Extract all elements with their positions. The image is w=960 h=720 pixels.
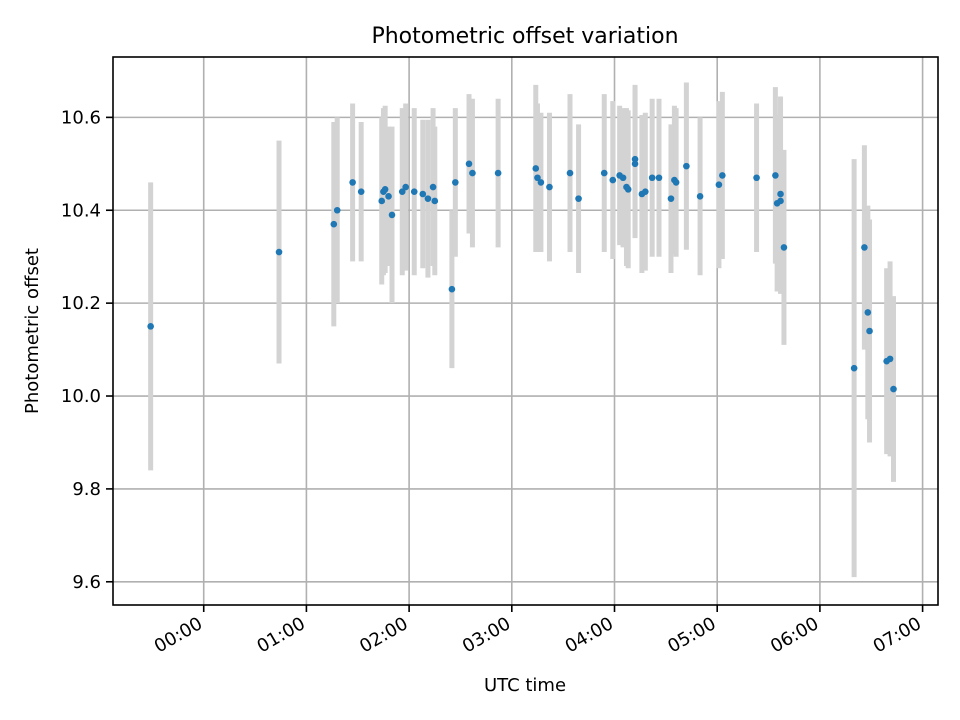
data-point [683, 162, 690, 170]
plot-frame [112, 56, 939, 606]
y-axis-label: Photometric offset [22, 248, 43, 414]
data-point [667, 195, 675, 202]
data-point [275, 248, 283, 256]
data-point [715, 181, 723, 189]
data-point [349, 179, 356, 186]
data-point [330, 220, 338, 228]
data-point [866, 327, 873, 335]
x-tick-label: 01:00 [253, 613, 308, 657]
y-axis-ticks: 9.6 9.8 10.0 10.2 10.4 10.6 [61, 107, 113, 593]
data-point [398, 188, 406, 195]
data-point [546, 183, 553, 191]
data-point [619, 174, 627, 182]
data-point [719, 172, 726, 179]
y-tick-label: 10.4 [61, 200, 101, 221]
data-point [429, 183, 437, 191]
x-tick-label: 06:00 [767, 613, 822, 657]
y-tick-label: 10.6 [61, 107, 101, 128]
y-tick-label: 10.0 [61, 386, 101, 407]
data-point [777, 197, 784, 205]
data-point [624, 186, 632, 193]
x-axis-label: UTC time [484, 675, 566, 696]
data-point [465, 160, 473, 168]
data-point [772, 172, 779, 179]
data-point [431, 197, 439, 205]
data-point [696, 193, 704, 200]
data-point [886, 355, 894, 363]
data-point [388, 211, 396, 219]
data-point [494, 169, 502, 177]
y-tick-label: 10.2 [61, 293, 101, 314]
data-point [642, 188, 649, 195]
data-point [448, 285, 456, 293]
data-point [381, 186, 389, 193]
x-tick-label: 07:00 [870, 613, 925, 657]
data-point [402, 183, 409, 191]
data-point [648, 174, 656, 182]
data-point [532, 165, 540, 172]
data-point [777, 190, 784, 198]
error-bars [148, 82, 896, 578]
data-point [575, 195, 582, 202]
data-point [890, 385, 897, 393]
data-points [147, 155, 897, 393]
data-point [378, 197, 386, 205]
data-point [850, 364, 858, 372]
grid-lines [113, 57, 938, 605]
x-tick-label: 02:00 [356, 613, 411, 657]
data-point [780, 244, 788, 251]
data-point [469, 169, 476, 177]
data-point [864, 309, 872, 316]
data-point [147, 323, 154, 330]
data-point [600, 169, 608, 177]
data-point [672, 179, 680, 186]
data-point [609, 176, 617, 184]
data-point [333, 206, 341, 214]
chart-title: Photometric offset variation [371, 24, 678, 49]
x-tick-label: 03:00 [459, 613, 514, 657]
data-point [357, 188, 365, 195]
data-point [537, 179, 545, 186]
data-point [631, 155, 639, 163]
data-point [419, 190, 427, 198]
data-point [861, 244, 868, 251]
x-tick-label: 04:00 [562, 613, 617, 657]
data-point [753, 174, 760, 182]
data-point [631, 160, 639, 168]
data-point [452, 179, 459, 186]
data-point [534, 174, 541, 182]
x-axis-ticks: 00:00 01:00 02:00 03:00 04:00 05:00 06:00 07:00 [151, 605, 925, 657]
data-point [385, 193, 392, 200]
data-point [410, 188, 418, 195]
y-tick-label: 9.6 [72, 572, 101, 593]
data-point [566, 169, 574, 177]
x-tick-label: 05:00 [664, 613, 719, 657]
data-point [424, 195, 432, 202]
y-tick-label: 9.8 [72, 479, 101, 500]
x-tick-label: 00:00 [151, 613, 206, 657]
data-point [655, 174, 663, 182]
